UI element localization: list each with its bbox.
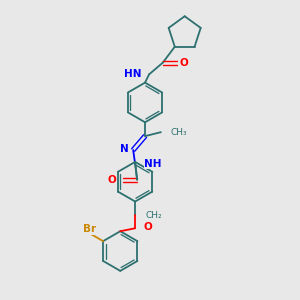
Text: CH₃: CH₃ [171,128,188,137]
Text: N: N [120,144,129,154]
Text: Br: Br [82,224,96,234]
Text: HN: HN [124,70,141,80]
Text: NH: NH [144,159,162,169]
Text: CH₂: CH₂ [145,211,162,220]
Text: O: O [143,222,152,232]
Text: O: O [108,175,116,185]
Text: O: O [179,58,188,68]
